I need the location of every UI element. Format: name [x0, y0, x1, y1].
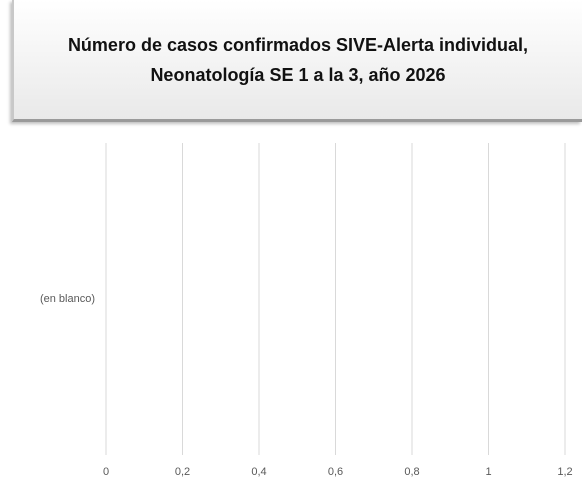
- x-tick-label: 1,2: [557, 466, 572, 478]
- x-tick-label: 0,6: [328, 466, 343, 478]
- title-box: Número de casos confirmados SIVE-Alerta …: [12, 0, 582, 122]
- x-tick-label: 0,4: [251, 466, 266, 478]
- y-tick-label: (en blanco): [40, 293, 95, 305]
- chart-title: Número de casos confirmados SIVE-Alerta …: [67, 34, 529, 85]
- x-tick-label: 0: [103, 466, 109, 478]
- x-tick-label: 0,2: [175, 466, 190, 478]
- x-tick-label: 1: [485, 466, 491, 478]
- x-tick-label: 0,8: [404, 466, 419, 478]
